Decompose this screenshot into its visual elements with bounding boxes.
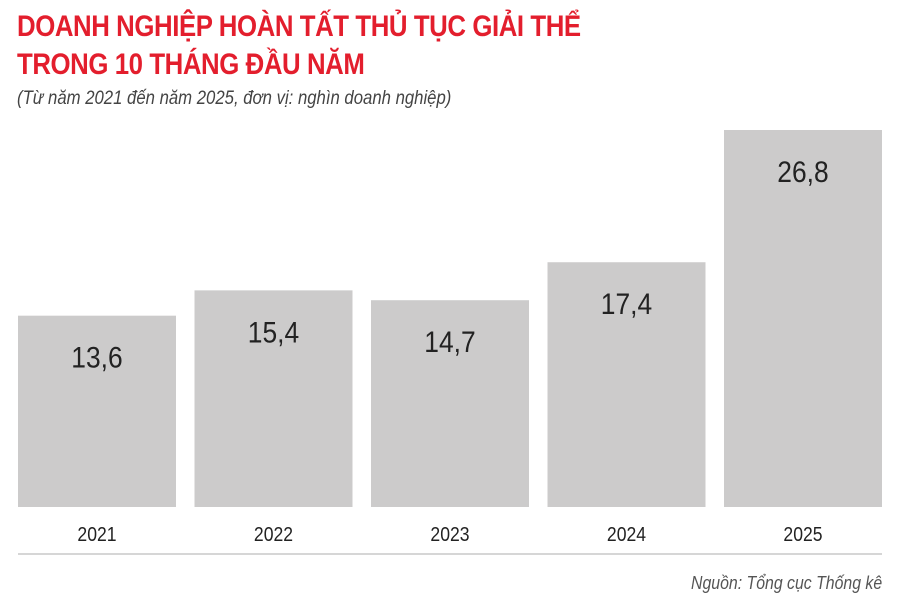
data-label-2024: 17,4 (601, 287, 652, 321)
chart-title-line-2: TRONG 10 THÁNG ĐẦU NĂM (17, 48, 365, 81)
source-note: Nguồn: Tổng cục Thống kê (690, 573, 882, 593)
bar-2023 (371, 300, 529, 507)
x-tick-label-2022: 2022 (254, 523, 293, 545)
data-label-2021: 13,6 (71, 340, 122, 374)
data-label-2023: 14,7 (424, 325, 475, 359)
data-label-2025: 26,8 (777, 154, 828, 188)
chart-subtitle: (Từ năm 2021 đến năm 2025, đơn vị: nghìn… (17, 88, 452, 109)
data-label-2022: 15,4 (248, 315, 299, 349)
bar-2021 (18, 315, 176, 507)
chart-title-line-1: DOANH NGHIỆP HOÀN TẤT THỦ TỤC GIẢI THỂ (17, 10, 581, 43)
bar-2025 (724, 130, 882, 507)
x-tick-label-2025: 2025 (783, 523, 822, 545)
bar-2024 (547, 262, 706, 507)
x-tick-label-2021: 2021 (77, 523, 116, 545)
bar-2022 (194, 290, 353, 507)
x-tick-label-2023: 2023 (430, 523, 469, 545)
x-tick-label-2024: 2024 (607, 523, 646, 545)
